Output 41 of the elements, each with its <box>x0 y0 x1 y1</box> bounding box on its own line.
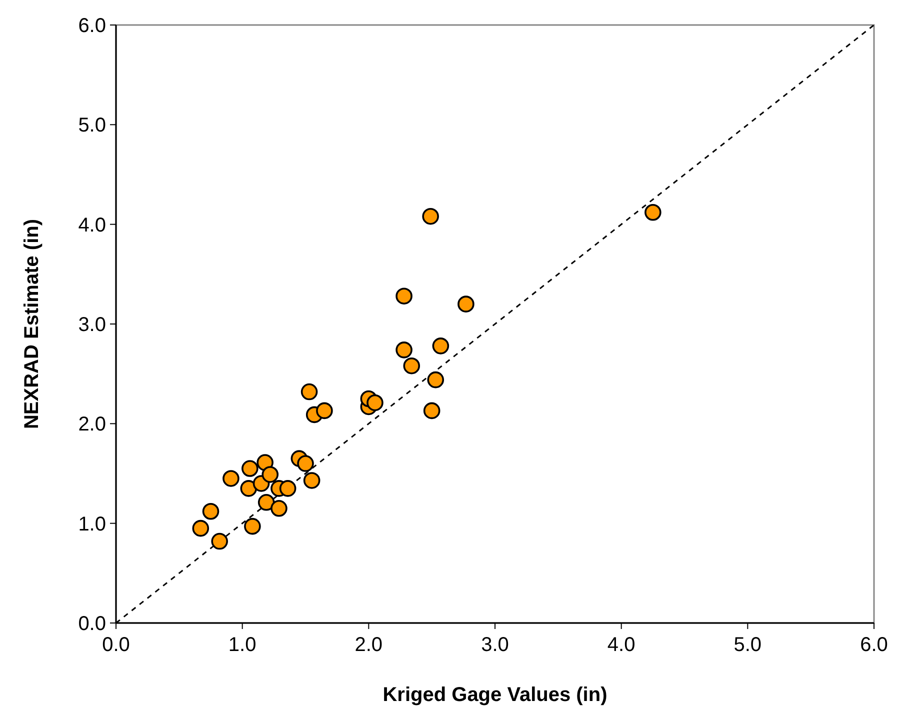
point <box>427 371 444 388</box>
point <box>432 338 450 354</box>
point <box>244 518 261 535</box>
y-tick-label: 1.0 <box>78 513 106 536</box>
y-tick-label: 2.0 <box>78 414 106 436</box>
x-tick-label: 4.0 <box>607 634 636 656</box>
point <box>262 466 279 483</box>
point <box>300 383 318 400</box>
point <box>423 402 440 420</box>
point <box>222 470 240 487</box>
y-axis-title: NEXRAD Estimate (in) <box>21 218 43 430</box>
x-tick-label: 0.0 <box>102 634 130 656</box>
point <box>270 500 288 517</box>
x-tick-label: 2.0 <box>354 634 383 656</box>
point <box>422 208 439 225</box>
point <box>316 402 333 420</box>
x-tick-label: 3.0 <box>481 634 509 656</box>
point <box>297 455 314 472</box>
point <box>403 357 420 374</box>
point <box>279 480 296 497</box>
point <box>242 460 258 477</box>
y-tick-label: 5.0 <box>78 114 106 137</box>
x-tick-label: 1.0 <box>228 634 256 656</box>
point <box>396 342 412 358</box>
y-tick-label: 4.0 <box>78 214 106 236</box>
point <box>211 532 228 550</box>
point <box>644 204 662 221</box>
point <box>202 502 220 520</box>
x-tick-label: 6.0 <box>860 634 888 656</box>
x-axis-title: Kriged Gage Values (in) <box>382 684 608 706</box>
point <box>192 520 210 537</box>
y-tick-label: 6.0 <box>78 15 106 37</box>
point <box>303 472 320 489</box>
y-tick-label: 3.0 <box>78 314 106 336</box>
point <box>458 296 474 312</box>
point <box>240 480 258 497</box>
point <box>396 288 412 304</box>
point <box>366 394 384 412</box>
x-tick-label: 5.0 <box>734 634 762 656</box>
point <box>258 494 275 511</box>
y-tick-label: 0.0 <box>78 613 106 635</box>
